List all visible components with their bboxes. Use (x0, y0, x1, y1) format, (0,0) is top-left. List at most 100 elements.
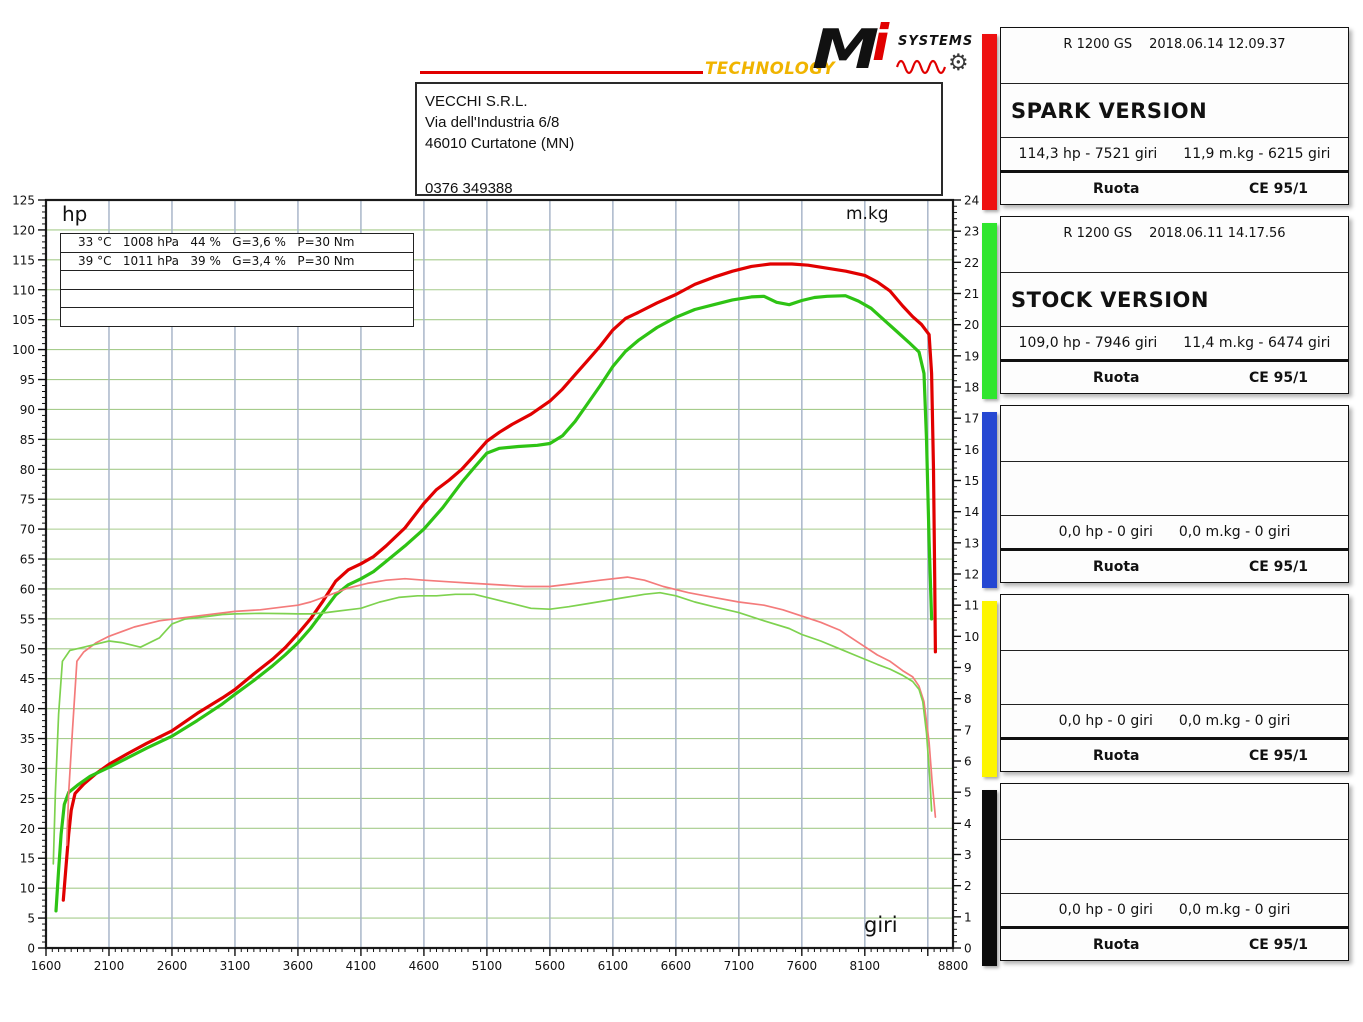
svg-text:10: 10 (964, 630, 979, 644)
dealer-street: Via dell'Industria 6/8 (425, 114, 560, 131)
run-title (1001, 839, 1348, 893)
svg-text:0: 0 (27, 942, 35, 956)
peak-torque: 0,0 m.kg - 0 giri (1178, 524, 1291, 540)
logo-letter-i: i (872, 14, 890, 72)
correction-standard: CE 95/1 (1248, 747, 1308, 764)
run-color-bar-red (982, 34, 997, 210)
peak-hp: 0,0 hp - 0 giri (1058, 524, 1153, 540)
svg-text:50: 50 (20, 642, 35, 656)
svg-text:8100: 8100 (850, 959, 881, 973)
gear-icon: ⚙ (948, 50, 969, 76)
conditions-row-empty (61, 307, 413, 326)
svg-text:16: 16 (964, 443, 979, 457)
svg-text:10: 10 (20, 882, 35, 896)
dealer-city: 46010 Curtatone (MN) (425, 135, 575, 152)
svg-text:7: 7 (964, 723, 972, 737)
dealer-address-box: VECCHI S.R.L. Via dell'Industria 6/8 460… (415, 82, 943, 197)
dyno-chart: 1600 2100 2600 3100 3600 4100 4600 5100 5600 6100… (12, 194, 979, 974)
run-title: SPARK VERSION (1001, 83, 1348, 137)
conditions-row-empty (61, 288, 413, 308)
svg-text:75: 75 (20, 493, 35, 507)
svg-text:105: 105 (12, 313, 35, 327)
peak-hp: 0,0 hp - 0 giri (1058, 713, 1153, 729)
dealer-phone: 0376 349388 (425, 180, 513, 197)
svg-text:6: 6 (964, 755, 972, 769)
run-slot-3-empty[interactable]: 0,0 hp - 0 giri 0,0 m.kg - 0 giri Ruota … (982, 405, 1349, 588)
header-rule (420, 71, 703, 74)
svg-text:13: 13 (964, 536, 979, 550)
svg-text:6100: 6100 (598, 959, 629, 973)
svg-text:70: 70 (20, 523, 35, 537)
svg-text:19: 19 (964, 349, 979, 363)
svg-text:9: 9 (964, 661, 972, 675)
peak-torque: 11,9 m.kg - 6215 giri (1183, 146, 1331, 162)
svg-text:8800: 8800 (938, 959, 969, 973)
svg-text:6600: 6600 (661, 959, 692, 973)
conditions-row-stock: 39 °C 1011 hPa 39 % G=3,4 % P=30 Nm (61, 251, 413, 271)
svg-text:95: 95 (20, 373, 35, 387)
peak-hp: 109,0 hp - 7946 giri (1018, 335, 1158, 351)
run-slot-5-empty[interactable]: 0,0 hp - 0 giri 0,0 m.kg - 0 giri Ruota … (982, 783, 1349, 966)
run-title: STOCK VERSION (1001, 272, 1348, 326)
correction-standard: CE 95/1 (1248, 936, 1308, 953)
logo-letter-m: M (812, 18, 880, 81)
svg-text:1: 1 (964, 910, 972, 924)
run-title (1001, 461, 1348, 515)
svg-text:8: 8 (964, 692, 972, 706)
svg-text:5100: 5100 (472, 959, 503, 973)
svg-text:65: 65 (20, 553, 35, 567)
bike-model: R 1200 GS (1063, 226, 1133, 241)
svg-text:12: 12 (964, 568, 979, 582)
measure-mode: Ruota (1093, 369, 1140, 386)
svg-text:4100: 4100 (346, 959, 377, 973)
peak-torque: 0,0 m.kg - 0 giri (1178, 902, 1291, 918)
svg-text:45: 45 (20, 672, 35, 686)
logo-systems-text: SYSTEMS (898, 34, 974, 49)
svg-text:11: 11 (964, 599, 979, 613)
peak-torque: 0,0 m.kg - 0 giri (1178, 713, 1291, 729)
svg-text:125: 125 (12, 194, 35, 208)
svg-text:55: 55 (20, 612, 35, 626)
peak-hp: 0,0 hp - 0 giri (1058, 902, 1153, 918)
svg-text:80: 80 (20, 463, 35, 477)
run-slot-1-spark[interactable]: R 1200 GS 2018.06.14 12.09.37 SPARK VERS… (982, 27, 1349, 210)
run-slot-4-empty[interactable]: 0,0 hp - 0 giri 0,0 m.kg - 0 giri Ruota … (982, 594, 1349, 777)
right-axis-title: m.kg (846, 204, 889, 224)
run-color-bar-yellow (982, 601, 997, 777)
correction-standard: CE 95/1 (1248, 369, 1308, 386)
svg-text:2: 2 (964, 879, 972, 893)
logo-sine-wave-icon (896, 59, 947, 75)
svg-text:20: 20 (20, 822, 35, 836)
svg-text:30: 30 (20, 762, 35, 776)
svg-text:0: 0 (964, 942, 972, 956)
svg-text:22: 22 (964, 256, 979, 270)
run-color-bar-green (982, 223, 997, 399)
svg-text:14: 14 (964, 505, 979, 519)
svg-text:3100: 3100 (220, 959, 251, 973)
svg-text:115: 115 (12, 253, 35, 267)
svg-text:24: 24 (964, 194, 979, 208)
mi-systems-logo: M i SYSTEMS ⚙ (812, 14, 974, 86)
svg-text:20: 20 (964, 318, 979, 332)
svg-text:5: 5 (27, 912, 35, 926)
svg-text:3600: 3600 (283, 959, 314, 973)
left-axis-title: hp (62, 202, 88, 226)
svg-text:85: 85 (20, 433, 35, 447)
svg-text:25: 25 (20, 792, 35, 806)
run-slots-column: R 1200 GS 2018.06.14 12.09.37 SPARK VERS… (982, 27, 1349, 966)
test-conditions-box: 33 °C 1008 hPa 44 % G=3,6 % P=30 Nm 39 °… (60, 233, 414, 327)
svg-text:15: 15 (964, 474, 979, 488)
svg-text:60: 60 (20, 582, 35, 596)
run-color-bar-black (982, 790, 997, 966)
svg-text:15: 15 (20, 852, 35, 866)
run-title (1001, 650, 1348, 704)
svg-text:18: 18 (964, 381, 979, 395)
svg-text:17: 17 (964, 412, 979, 426)
run-slot-2-stock[interactable]: R 1200 GS 2018.06.11 14.17.56 STOCK VERS… (982, 216, 1349, 399)
svg-text:120: 120 (12, 223, 35, 237)
peak-torque: 11,4 m.kg - 6474 giri (1183, 335, 1331, 351)
svg-text:21: 21 (964, 287, 979, 301)
svg-text:7100: 7100 (724, 959, 755, 973)
svg-text:110: 110 (12, 283, 35, 297)
